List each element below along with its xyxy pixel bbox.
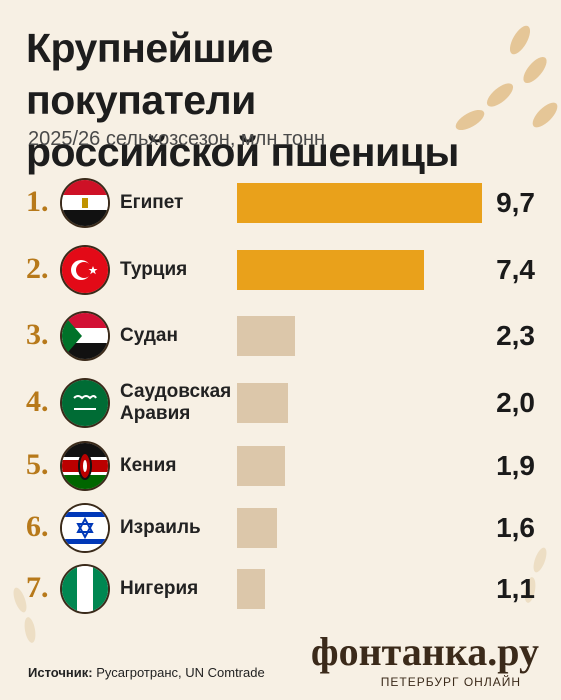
logo: фонтанка.ру	[310, 629, 539, 674]
bar	[237, 183, 482, 223]
chart-title: Крупнейшие покупатели российской пшеницы	[26, 25, 459, 175]
flag-turkey	[62, 247, 108, 293]
bar	[237, 316, 296, 356]
value-label: 2,0	[496, 387, 535, 418]
category-label: Израиль	[120, 517, 201, 538]
rank: 3.	[26, 318, 49, 351]
value-label: 1,9	[496, 450, 535, 481]
bar	[237, 508, 278, 548]
flag-saudi-arabia	[62, 380, 108, 426]
rank: 6.	[26, 510, 49, 543]
value-label: 1,6	[496, 512, 535, 543]
category-label: Судан	[120, 325, 178, 346]
rank: 4.	[26, 385, 49, 418]
rank: 7.	[26, 571, 49, 604]
value-label: 1,1	[496, 573, 535, 604]
rank: 5.	[26, 448, 49, 481]
bar	[237, 383, 288, 423]
value-label: 2,3	[496, 320, 535, 351]
flag-sudan	[62, 313, 108, 359]
value-label: 9,7	[496, 187, 535, 218]
rank: 2.	[26, 252, 49, 285]
rank: 1.	[26, 185, 49, 218]
category-label: Кения	[120, 455, 177, 476]
category-label: Турция	[120, 259, 188, 280]
flag-nigeria	[62, 566, 108, 612]
category-label: Египет	[120, 192, 184, 213]
logo-tagline: ПЕТЕРБУРГ ОНЛАЙН	[380, 675, 521, 689]
source-label: Источник:	[28, 665, 93, 680]
source: Источник: Русагротранс, UN Comtrade	[28, 665, 265, 680]
bar	[237, 446, 285, 486]
chart-subtitle: 2025/26 сельхозсезон, млн тонн	[28, 128, 326, 150]
flag-kenya	[62, 443, 108, 489]
flag-israel	[62, 505, 108, 551]
bar	[237, 250, 424, 290]
category-label: Саудовская Аравия	[120, 381, 232, 424]
flag-egypt	[62, 180, 108, 226]
source-text: Русагротранс, UN Comtrade	[96, 665, 265, 680]
category-label: Нигерия	[120, 578, 199, 599]
bar	[237, 569, 265, 609]
value-label: 7,4	[496, 254, 535, 285]
